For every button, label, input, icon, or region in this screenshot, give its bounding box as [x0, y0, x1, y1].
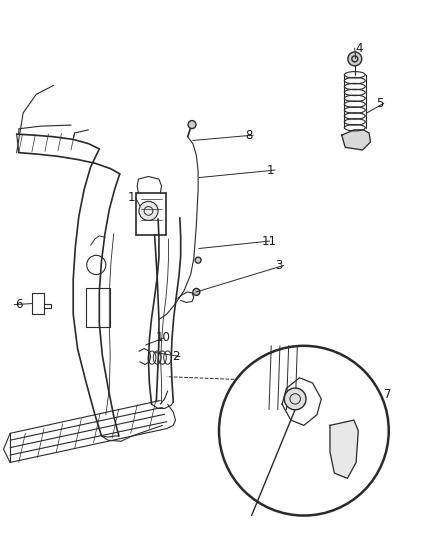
Text: 8: 8	[245, 128, 252, 142]
Text: 4: 4	[355, 42, 363, 55]
Text: 1: 1	[267, 164, 274, 176]
Text: 3: 3	[276, 259, 283, 272]
Circle shape	[284, 388, 306, 410]
Polygon shape	[330, 420, 358, 478]
Circle shape	[348, 52, 362, 66]
Text: 1: 1	[127, 191, 135, 204]
Circle shape	[193, 288, 200, 295]
Polygon shape	[342, 130, 371, 150]
Text: 7: 7	[384, 388, 391, 401]
Text: 5: 5	[376, 97, 383, 110]
Circle shape	[188, 120, 196, 128]
Circle shape	[195, 257, 201, 263]
Text: 10: 10	[156, 332, 171, 344]
Text: 11: 11	[261, 235, 277, 247]
Circle shape	[219, 346, 389, 515]
Text: 2: 2	[172, 350, 180, 363]
Text: 6: 6	[15, 298, 22, 311]
Circle shape	[139, 201, 158, 221]
